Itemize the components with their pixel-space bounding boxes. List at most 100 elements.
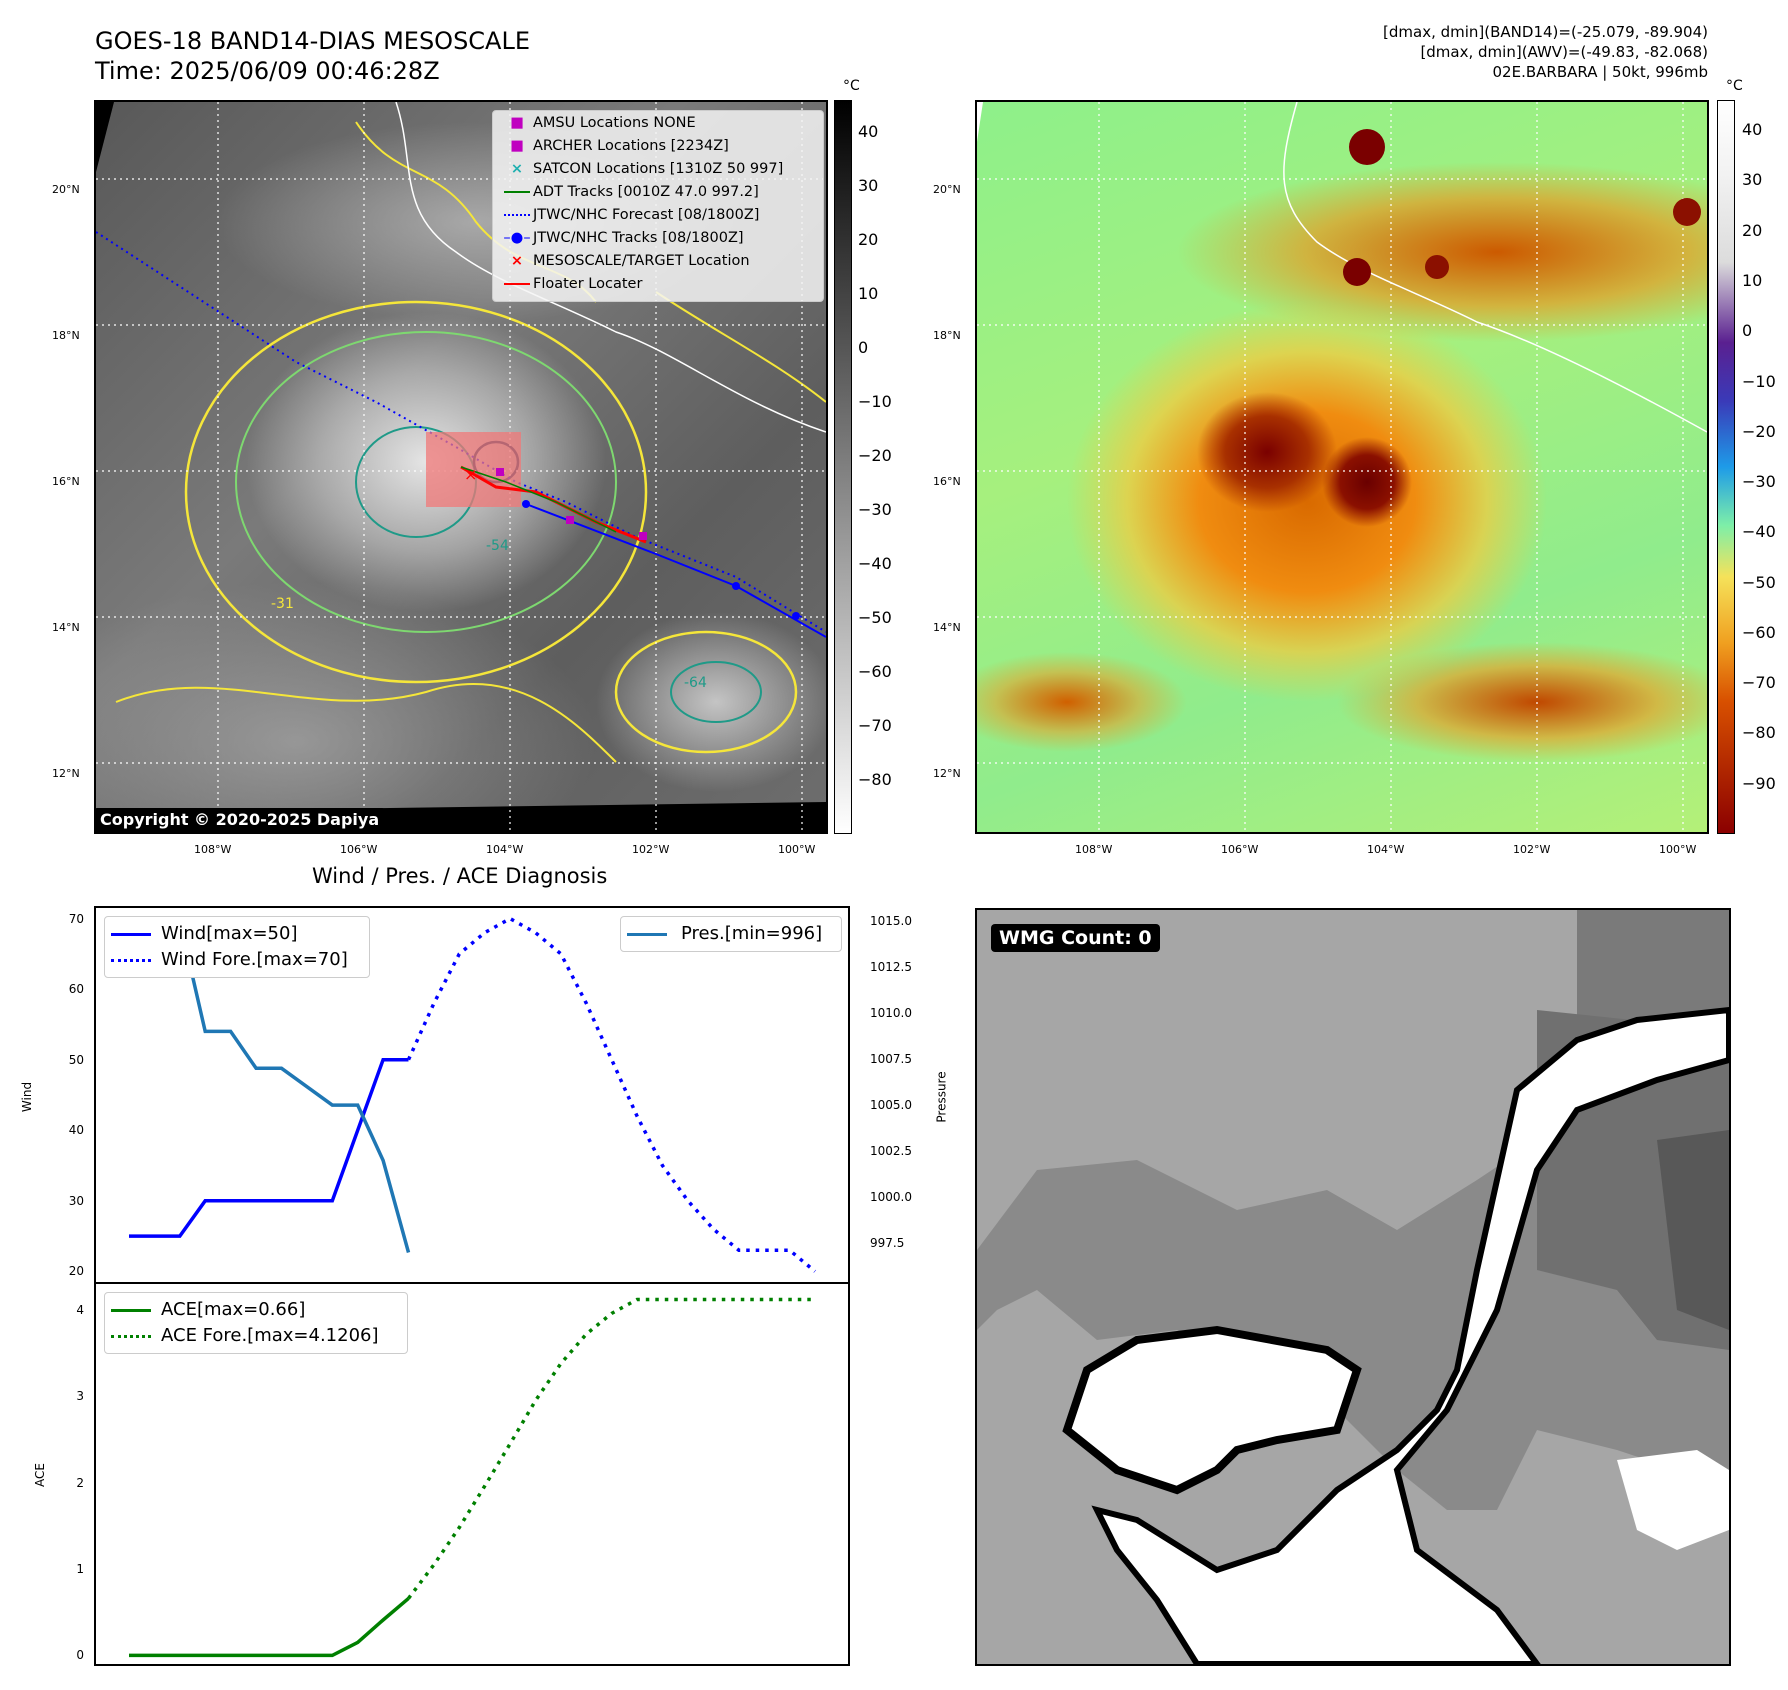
axis-tick-label: 60	[68, 982, 84, 997]
legend-pressure: Pres.[min=996]	[627, 921, 822, 947]
legend-item-satcon: × SATCON Locations [1310Z 50 997]	[501, 159, 783, 179]
floater-box	[426, 432, 521, 507]
wmg-cold-core	[1062, 1325, 1362, 1495]
pressure-axis-label: Pressure	[934, 1071, 949, 1123]
axis-tick-label: 1002.5	[870, 1144, 912, 1159]
colorbar-tick: −10	[858, 392, 892, 412]
colorbar-tick: 10	[1742, 270, 1763, 290]
series-line-1	[407, 1297, 815, 1600]
lon-label: 100°W	[778, 843, 816, 856]
line-icon	[501, 182, 533, 202]
colorbar-tick: −20	[858, 446, 892, 466]
line-dot-icon: –●–	[503, 230, 531, 246]
ace-legend: ACE[max=0.66] ACE Fore.[max=4.1206]	[104, 1292, 408, 1354]
ace-axis-label: ACE	[32, 1463, 47, 1487]
wv-colorbar-unit: °C	[1726, 78, 1743, 94]
colorbar-tick: 10	[858, 284, 879, 304]
wind-axis-label: Wind	[20, 1081, 35, 1113]
colorbar-tick: 40	[858, 122, 879, 142]
wmg-region	[1657, 1130, 1729, 1330]
info-storm-summary: 02E.BARBARA | 50kt, 996mb	[1492, 63, 1708, 81]
wv-satellite-map[interactable]	[975, 100, 1709, 834]
axis-tick-label: 2	[76, 1475, 84, 1490]
track-point	[792, 612, 800, 620]
axis-tick-label: 1005.0	[870, 1098, 912, 1113]
lat-label: 16°N	[52, 475, 80, 488]
lon-label: 106°W	[340, 843, 378, 856]
wind-pressure-plot[interactable]: Wind[max=50] Wind Fore.[max=70] Pres.[mi…	[94, 906, 850, 1284]
axis-tick-label: 1	[76, 1562, 84, 1576]
contour-label-54: -54	[486, 538, 509, 554]
axis-tick-label: 1007.5	[870, 1052, 912, 1067]
legend-wind-forecast: Wind Fore.[max=70]	[111, 947, 348, 973]
title-line-1: GOES-18 BAND14-DIAS MESOSCALE	[95, 27, 531, 55]
wmg-grid	[977, 910, 1729, 1664]
axis-tick-label: 997.5	[870, 1236, 905, 1251]
colorbar-tick: 20	[858, 230, 879, 250]
lat-label: 12°N	[933, 767, 961, 780]
coastline	[1283, 102, 1707, 433]
wmg-cold-patch	[1617, 1450, 1729, 1550]
axis-tick-label: 3	[76, 1389, 84, 1404]
contour-band-c	[655, 291, 826, 403]
legend-item-archer: ■ ARCHER Locations [2234Z]	[501, 136, 729, 156]
square-icon: ■	[510, 115, 524, 131]
colorbar-tick: −30	[858, 500, 892, 520]
axis-tick-label: 1010.0	[870, 1006, 912, 1020]
colorbar-tick: −70	[1742, 673, 1776, 693]
map-legend: ■ AMSU Locations NONE ■ ARCHER Locations […	[492, 110, 824, 302]
colorbar-tick: −60	[858, 662, 892, 682]
solid-line-icon	[627, 932, 667, 936]
legend-item-adt: ADT Tracks [0010Z 47.0 997.2]	[501, 182, 759, 202]
legend-item-floater: Floater Locater	[501, 274, 642, 294]
series-line-0	[129, 1057, 409, 1238]
wmg-panel[interactable]: WMG Count: 0	[975, 908, 1731, 1666]
legend-ace-forecast: ACE Fore.[max=4.1206]	[111, 1323, 379, 1349]
no-data-corner	[977, 102, 983, 142]
contour-minus54	[235, 331, 617, 633]
contour-band-a	[115, 682, 617, 763]
colorbar-tick: 40	[1742, 120, 1763, 140]
axis-tick-label: 4	[76, 1302, 84, 1317]
solid-line-icon	[111, 1308, 151, 1312]
axis-tick-label: 70	[68, 911, 84, 926]
square-icon: ■	[510, 138, 524, 154]
dotted-line-icon	[501, 205, 533, 225]
colorbar-tick: 20	[1742, 220, 1763, 240]
dotted-line-icon	[111, 958, 151, 962]
figure-title: GOES-18 BAND14-DIAS MESOSCALE Time: 2025/…	[95, 26, 530, 86]
ace-plot[interactable]: ACE[max=0.66] ACE Fore.[max=4.1206]	[94, 1282, 850, 1666]
lat-label: 16°N	[933, 475, 961, 488]
deep-convection	[1673, 198, 1701, 226]
ir-satellite-map[interactable]: × -31 -54 -64 ■ AMSU Locations NONE ■ ARCH…	[94, 100, 828, 834]
axis-tick-label: 0	[76, 1648, 84, 1663]
archer-marker	[496, 468, 504, 476]
legend-item-amsu: ■ AMSU Locations NONE	[501, 113, 695, 133]
series-line-1	[406, 916, 817, 1273]
lon-label: 100°W	[1659, 843, 1697, 856]
archer-marker	[639, 532, 647, 540]
colorbar-tick: −80	[1742, 723, 1776, 743]
lat-label: 14°N	[933, 621, 961, 634]
ir-colorbar-unit: °C	[843, 78, 860, 94]
colorbar-tick: −20	[1742, 421, 1776, 441]
lon-label: 102°W	[632, 843, 670, 856]
ir-colorbar	[834, 100, 852, 834]
contour-minus31	[184, 300, 648, 684]
colorbar-tick: −10	[1742, 371, 1776, 391]
axis-tick-label: 1000.0	[870, 1190, 912, 1205]
contour-south-64	[670, 661, 762, 723]
wmg-count-badge: WMG Count: 0	[991, 924, 1160, 952]
archer-marker	[566, 516, 574, 524]
axis-tick-label: 40	[68, 1123, 84, 1138]
wv-map-overlay	[977, 102, 1707, 832]
lat-label: 18°N	[933, 329, 961, 342]
x-icon: ×	[510, 253, 524, 269]
colorbar-tick: −50	[858, 608, 892, 628]
deep-convection	[1349, 129, 1385, 165]
lon-label: 108°W	[1075, 843, 1113, 856]
colorbar-tick: 0	[1742, 321, 1753, 341]
colorbar-tick: −70	[858, 716, 892, 736]
line-icon	[501, 274, 533, 294]
adt-track	[460, 466, 617, 533]
